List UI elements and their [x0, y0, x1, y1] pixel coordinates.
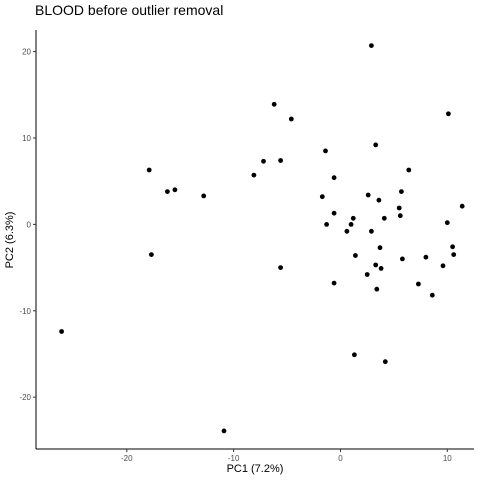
data-point [278, 158, 283, 163]
data-point [377, 245, 383, 251]
data-point [331, 175, 337, 181]
data-point [399, 189, 404, 195]
data-point [350, 215, 356, 221]
data-point [149, 252, 154, 257]
data-point [59, 329, 64, 334]
data-point [221, 428, 227, 434]
x-axis-ticks: -20 -10 0 10 [121, 449, 452, 463]
data-point [319, 194, 325, 200]
y-tick-label: 0 [27, 220, 32, 229]
data-point [440, 263, 446, 269]
x-tick-label: 0 [338, 454, 343, 463]
data-point [376, 197, 382, 203]
data-point [353, 253, 358, 258]
data-point [365, 192, 371, 198]
data-point [400, 256, 405, 262]
data-point [397, 213, 403, 219]
x-axis-title: PC1 (7.2%) [227, 463, 284, 475]
data-point [278, 265, 283, 270]
x-tick-label: -20 [121, 454, 133, 463]
data-point [344, 228, 350, 234]
data-point [251, 172, 257, 178]
data-point [261, 158, 266, 164]
data-point [324, 222, 329, 227]
data-point [348, 222, 354, 227]
data-point [378, 266, 384, 271]
data-point [450, 244, 455, 250]
data-point [406, 167, 412, 173]
data-point [172, 187, 178, 193]
data-points [59, 43, 465, 434]
data-point [373, 142, 379, 148]
data-point [416, 281, 421, 287]
x-tick-label: 10 [443, 454, 452, 463]
data-point [352, 352, 357, 358]
data-point [288, 116, 294, 122]
y-tick-label: -20 [19, 393, 31, 402]
y-axis-ticks: -20 -10 0 10 20 [19, 48, 36, 402]
y-axis-title: PC2 (6.3%) [4, 212, 16, 269]
data-point [459, 203, 465, 209]
data-point [323, 148, 328, 154]
data-point [369, 228, 374, 234]
data-point [429, 292, 435, 298]
data-point [382, 359, 388, 365]
data-point [331, 210, 337, 216]
y-tick-label: 20 [22, 48, 31, 57]
data-point [446, 111, 451, 117]
data-point [331, 280, 337, 286]
chart-title: BLOOD before outlier removal [35, 2, 223, 18]
data-point [201, 193, 207, 199]
data-point [364, 272, 370, 277]
data-point [369, 43, 374, 48]
data-point [381, 215, 387, 221]
data-point [271, 101, 277, 107]
data-point [451, 252, 457, 257]
data-point [373, 262, 379, 268]
y-tick-label: -10 [19, 307, 31, 316]
y-tick-label: 10 [22, 134, 31, 143]
x-tick-label: -10 [228, 454, 240, 463]
data-point [444, 220, 450, 226]
data-point [396, 205, 402, 211]
data-point [423, 254, 429, 260]
data-point [165, 189, 170, 195]
data-point [146, 167, 152, 173]
data-point [374, 286, 380, 292]
